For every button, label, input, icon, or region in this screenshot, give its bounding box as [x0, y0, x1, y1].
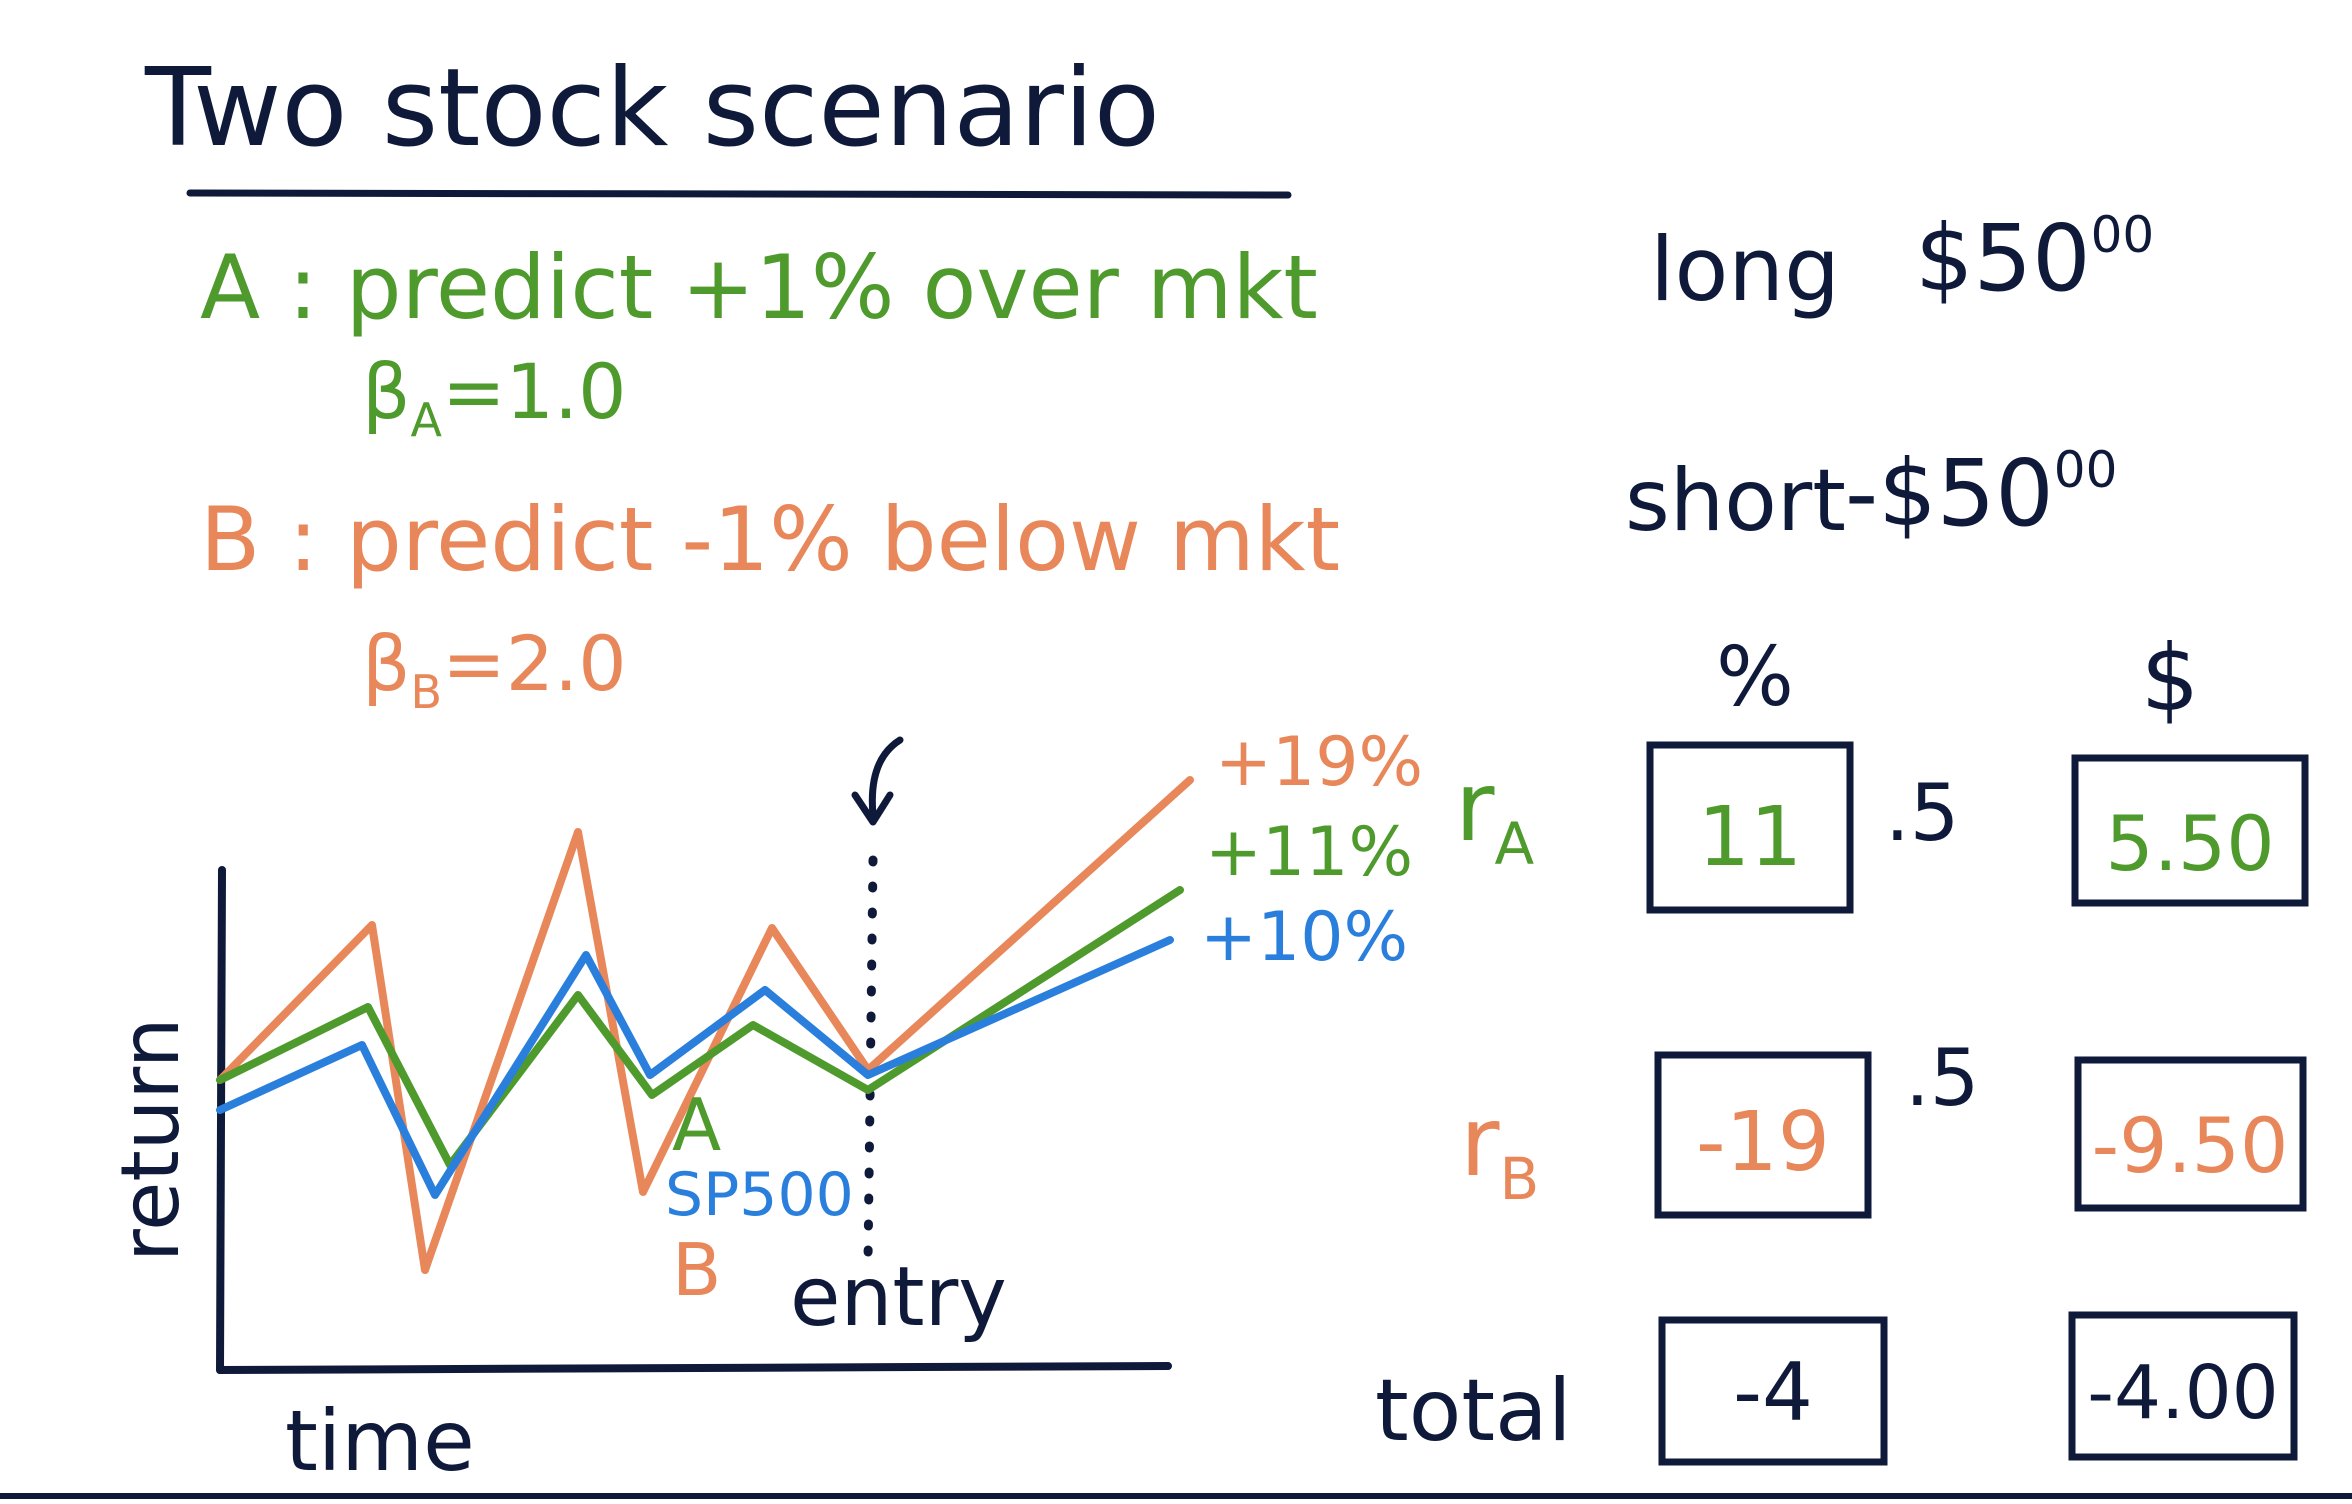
row-a-dollar-value: 5.50 — [2105, 799, 2274, 888]
series-b-end-label: +19% — [1215, 723, 1423, 802]
row-b-weight: .5 — [1905, 1034, 1979, 1124]
chart-x-axis — [216, 1362, 1172, 1374]
stock-a-beta: βA=1.0 — [362, 347, 627, 447]
row-a-percent-value: 11 — [1698, 790, 1802, 885]
stock-b-beta: βB=2.0 — [362, 619, 627, 719]
series-line-sp500 — [216, 936, 1174, 1199]
long-amount-cents: 00 — [2091, 206, 2155, 264]
beta-a-subscript: A — [411, 393, 443, 447]
row-b-label-sub: B — [1499, 1145, 1539, 1213]
short-label: short — [1625, 451, 1846, 551]
total-percent-box — [1658, 1316, 1888, 1466]
series-a-name-label: A — [672, 1083, 721, 1167]
row-b-label: rB — [1460, 1086, 1539, 1213]
long-amount: $5000 — [1915, 205, 2154, 312]
entry-marker-line — [863, 855, 878, 1265]
row-a-dollar-box — [2071, 754, 2309, 907]
row-a-label-r: r — [1455, 751, 1495, 863]
page-title: Two stock scenario — [144, 46, 1160, 171]
table-header-dollar: $ — [2141, 625, 2200, 732]
row-b-dollar-box — [2074, 1056, 2307, 1212]
row-b-dollar-value: -9.50 — [2092, 1101, 2289, 1190]
series-b-name-label: B — [672, 1228, 721, 1312]
short-amount-dollars: -$50 — [1845, 440, 2054, 547]
beta-b-symbol: β — [362, 619, 411, 708]
row-a-label-sub: A — [1494, 810, 1534, 878]
short-amount: -$5000 — [1845, 440, 2117, 547]
chart-x-label: time — [285, 1392, 475, 1490]
row-a-weight: .5 — [1885, 769, 1959, 859]
total-dollar-value: -4.00 — [2087, 1350, 2278, 1436]
return-chart: return time entry +19% +11% +10% A SP500… — [104, 723, 1423, 1490]
beta-b-value: =2.0 — [442, 619, 627, 708]
row-b-percent-box — [1654, 1051, 1872, 1219]
series-sp500-end-label: +10% — [1200, 898, 1408, 977]
beta-a-symbol: β — [362, 347, 411, 436]
total-label: total — [1375, 1361, 1572, 1461]
stock-a-prediction: A : predict +1% over mkt — [200, 236, 1318, 339]
short-amount-cents: 00 — [2054, 441, 2118, 499]
total-dollar-box — [2068, 1311, 2298, 1461]
beta-b-subscript: B — [411, 665, 443, 719]
chart-y-label: return — [104, 1017, 197, 1262]
total-percent-value: -4 — [1733, 1346, 1813, 1439]
stock-b-prediction: B : predict -1% below mkt — [200, 488, 1340, 591]
long-label: long — [1650, 218, 1840, 321]
beta-a-value: =1.0 — [442, 347, 627, 436]
long-amount-dollars: $50 — [1915, 205, 2091, 312]
entry-arrow-icon — [851, 736, 904, 826]
series-line-a — [216, 886, 1184, 1169]
series-a-end-label: +11% — [1205, 813, 1413, 892]
chart-y-axis — [216, 866, 226, 1374]
series-line-b — [216, 776, 1194, 1274]
table-header-percent: % — [1716, 630, 1794, 725]
title-underline — [186, 189, 1292, 199]
row-b-label-r: r — [1460, 1086, 1500, 1198]
row-a-percent-box — [1646, 741, 1854, 914]
series-sp500-name-label: SP500 — [665, 1160, 854, 1230]
entry-label: entry — [790, 1250, 1007, 1345]
row-a-label: rA — [1455, 751, 1534, 878]
row-b-percent-value: -19 — [1696, 1095, 1830, 1190]
